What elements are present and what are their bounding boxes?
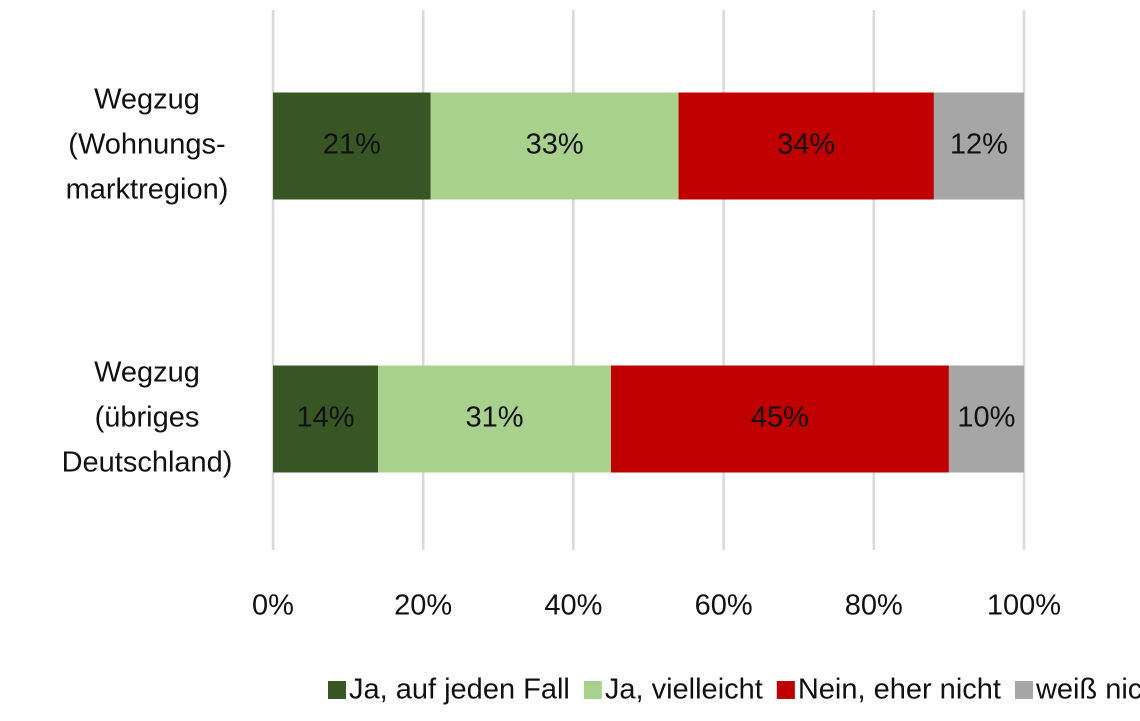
category-label: (übriges [95, 402, 200, 434]
bar-segment [273, 365, 379, 473]
bar-segment [610, 365, 949, 473]
x-tick-label: 80% [845, 590, 903, 622]
bar-segment [933, 92, 1024, 200]
x-tick-label: 100% [987, 590, 1061, 622]
x-tick-label: 40% [544, 590, 602, 622]
bar-segment [273, 92, 431, 200]
category-label: Deutschland) [62, 447, 233, 479]
bar-segment [378, 365, 611, 473]
legend-label: Ja, auf jeden Fall [349, 674, 570, 706]
data-label: 14% [297, 402, 355, 434]
category-label: marktregion) [66, 174, 229, 206]
category-label: (Wohnungs- [68, 129, 225, 161]
legend-label: weiß nicht [1035, 674, 1140, 706]
legend-swatch [1014, 681, 1033, 699]
category-label: Wegzug [94, 357, 200, 389]
data-label: 34% [777, 129, 835, 161]
legend-label: Ja, vielleicht [605, 674, 763, 706]
bar-segment [678, 92, 934, 200]
data-label: 45% [751, 402, 809, 434]
data-label: 33% [526, 129, 584, 161]
bar-segment [948, 365, 1024, 473]
x-tick-label: 60% [695, 590, 753, 622]
x-tick-label: 20% [394, 590, 452, 622]
category-label: Wegzug [94, 84, 200, 116]
legend-swatch [583, 681, 602, 699]
legend-label: Nein, eher nicht [798, 674, 1001, 706]
data-label: 10% [957, 402, 1015, 434]
x-tick-label: 0% [252, 590, 294, 622]
data-label: 21% [323, 129, 381, 161]
data-label: 12% [950, 129, 1008, 161]
data-label: 31% [466, 402, 524, 434]
legend-swatch [776, 681, 795, 699]
legend-swatch [328, 681, 346, 699]
bar-segment [430, 92, 679, 200]
